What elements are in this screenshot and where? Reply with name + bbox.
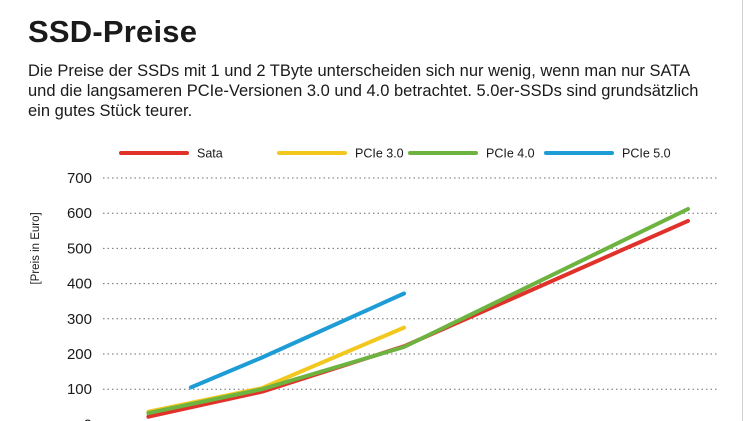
y-tick-label-400: 400: [67, 276, 92, 293]
y-tick-label-200: 200: [67, 346, 92, 363]
legend-label-1: PCIe 3.0: [355, 147, 404, 161]
y-tick-label-700: 700: [67, 170, 92, 187]
y-tick-label-300: 300: [67, 311, 92, 328]
y-axis-label: [Preis in Euro]: [30, 212, 42, 284]
legend-label-2: PCIe 4.0: [486, 147, 535, 161]
series-line-1: [146, 325, 406, 414]
y-axis-ticks: 0 100 200 300 400 500 600 700: [67, 170, 92, 421]
page-subtitle: Die Preise der SSDs mit 1 und 2 TByte un…: [28, 62, 699, 120]
series-line-3: [189, 291, 406, 390]
y-tick-label-100: 100: [67, 381, 92, 398]
legend: Sata PCIe 3.0 PCIe 4.0 PCIe 5.0: [119, 147, 671, 161]
legend-label-3: PCIe 5.0: [622, 147, 671, 161]
grid-lines: [103, 177, 718, 390]
page-title: SSD-Preise: [28, 14, 198, 49]
legend-label-0: Sata: [197, 147, 223, 161]
y-tick-label-600: 600: [67, 205, 92, 222]
y-tick-label-500: 500: [67, 240, 92, 257]
series-line-2: [146, 207, 690, 416]
y-tick-label-0: 0: [84, 416, 92, 421]
series-lines: [146, 207, 690, 419]
